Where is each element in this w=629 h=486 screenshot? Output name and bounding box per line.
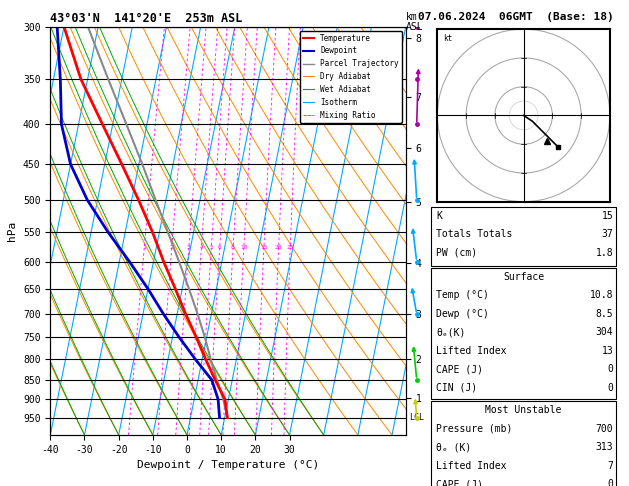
Text: 10: 10 [240,245,247,250]
Text: ASL: ASL [406,22,423,32]
X-axis label: Dewpoint / Temperature (°C): Dewpoint / Temperature (°C) [137,460,319,470]
Text: 4: 4 [199,245,203,250]
Y-axis label: km
ASL: km ASL [440,231,458,252]
Text: Pressure (mb): Pressure (mb) [436,424,512,434]
Text: 37: 37 [601,229,613,239]
Text: 6: 6 [218,245,221,250]
Text: LCL: LCL [409,413,424,422]
Text: 700: 700 [596,424,613,434]
Text: 8: 8 [231,245,235,250]
Text: 20: 20 [275,245,282,250]
Text: 0: 0 [608,479,613,486]
Text: 43°03'N  141°20'E  253m ASL: 43°03'N 141°20'E 253m ASL [50,12,243,25]
Text: kt: kt [443,34,452,43]
Text: θₑ(K): θₑ(K) [436,328,465,337]
Text: Surface: Surface [503,272,544,282]
Text: Lifted Index: Lifted Index [436,346,506,356]
Text: Lifted Index: Lifted Index [436,461,506,470]
Text: 2: 2 [170,245,174,250]
Text: 1: 1 [142,245,146,250]
Legend: Temperature, Dewpoint, Parcel Trajectory, Dry Adiabat, Wet Adiabat, Isotherm, Mi: Temperature, Dewpoint, Parcel Trajectory… [299,31,402,122]
Text: 25: 25 [286,245,294,250]
Text: 304: 304 [596,328,613,337]
Text: 13: 13 [601,346,613,356]
Text: 5: 5 [209,245,213,250]
Text: 7: 7 [608,461,613,470]
Text: K: K [436,211,442,221]
Text: km: km [406,12,418,22]
Text: 313: 313 [596,442,613,452]
Text: θₑ (K): θₑ (K) [436,442,471,452]
Y-axis label: hPa: hPa [8,221,18,241]
Text: 1.8: 1.8 [596,248,613,258]
Text: CAPE (J): CAPE (J) [436,364,483,374]
Text: 3: 3 [187,245,191,250]
Text: Most Unstable: Most Unstable [486,405,562,415]
Text: 15: 15 [260,245,267,250]
Text: 07.06.2024  06GMT  (Base: 18): 07.06.2024 06GMT (Base: 18) [418,12,614,22]
Text: 8.5: 8.5 [596,309,613,319]
Text: 15: 15 [601,211,613,221]
Text: CAPE (J): CAPE (J) [436,479,483,486]
Text: 0: 0 [608,364,613,374]
Text: Totals Totals: Totals Totals [436,229,512,239]
Text: Temp (°C): Temp (°C) [436,291,489,300]
Text: PW (cm): PW (cm) [436,248,477,258]
Text: 0: 0 [608,383,613,393]
Text: Dewp (°C): Dewp (°C) [436,309,489,319]
Text: CIN (J): CIN (J) [436,383,477,393]
Text: 10.8: 10.8 [590,291,613,300]
